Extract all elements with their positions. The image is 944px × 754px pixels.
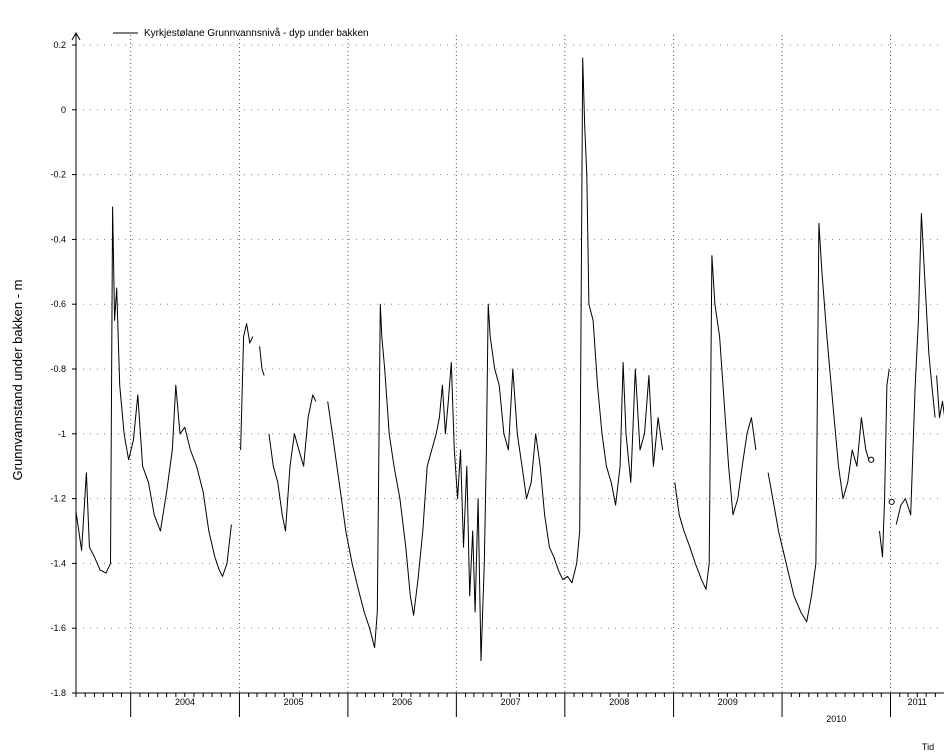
x-tick-label: 2008 (609, 697, 629, 707)
x-tick-label: 2006 (392, 697, 412, 707)
x-axis-title: Tid (922, 742, 934, 752)
y-tick-label: -0.4 (50, 234, 66, 244)
y-tick-label: -0.6 (50, 299, 66, 309)
series-line-segment (767, 222, 870, 623)
x-tick-label: 2011 (908, 697, 927, 707)
x-tick-label: 2005 (284, 697, 304, 707)
x-tick-label: 2007 (501, 697, 521, 707)
y-tick-label: -1.4 (50, 558, 66, 568)
series-line-segment (259, 346, 265, 376)
legend: Kyrkjestølane Grunnvannsnivå - dyp under… (113, 27, 369, 39)
y-axis: 0.2 0 -0.2 -0.4 -0.6 -0.8 -1 -1.2 -1.4 -1.6 -1.8 (50, 31, 81, 698)
series-marker (888, 498, 895, 505)
series-line-segment (674, 255, 757, 590)
series-line-segment (240, 323, 254, 451)
x-axis: 2004 2005 2006 2007 2008 2009 2010 2011 (75, 692, 944, 724)
x-tick-label: 2004 (175, 697, 195, 707)
y-axis-title: Grunnvannstand under bakken - m (10, 280, 25, 481)
series-line-segment (75, 206, 232, 577)
series-line-segment (895, 213, 936, 525)
y-axis-arrow (71, 31, 81, 41)
grid-lines (76, 35, 944, 693)
x-tick-label: 2010 (826, 714, 846, 724)
y-tick-label: -1.8 (50, 688, 66, 698)
y-tick-label: -1.2 (50, 494, 66, 504)
series-marker (868, 456, 875, 463)
series-area (75, 57, 944, 662)
y-tick-label: -0.8 (50, 364, 66, 374)
y-tick-label: -0.2 (50, 170, 66, 180)
series-line-segment (327, 57, 664, 662)
y-tick-label: -1 (58, 429, 66, 439)
series-line-segment (936, 375, 944, 419)
series-line-segment (879, 368, 890, 558)
y-tick-label: 0 (61, 105, 66, 115)
legend-label: Kyrkjestølane Grunnvannsnivå - dyp under… (144, 27, 369, 39)
y-tick-label: -1.6 (50, 623, 66, 633)
x-tick-label: 2009 (718, 697, 738, 707)
y-tick-label: 0.2 (53, 40, 66, 50)
series-line-segment (268, 394, 317, 532)
